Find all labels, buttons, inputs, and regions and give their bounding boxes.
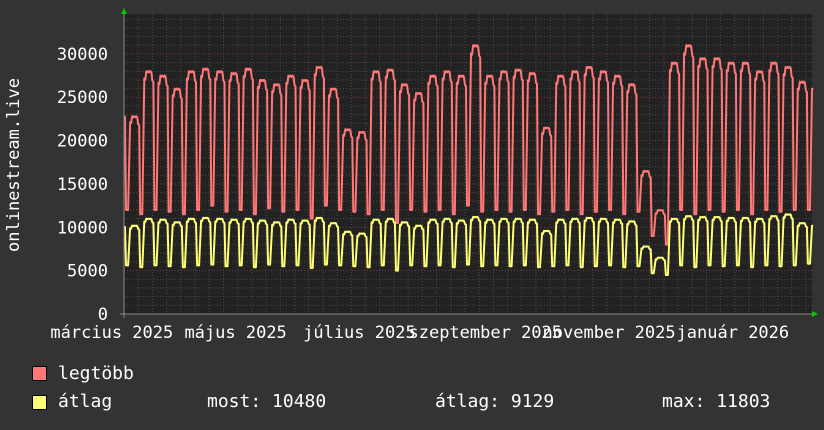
y-tick-label: 15000 — [57, 175, 108, 195]
y-axis-arrow-icon — [121, 8, 127, 14]
series-line-atlag — [123, 213, 814, 276]
x-tick-label: január 2026 — [677, 323, 790, 343]
x-axis-arrow-icon — [812, 311, 818, 317]
legend-swatch-legtobb — [32, 366, 47, 381]
stat-most-label: most: — [207, 391, 262, 412]
stat-max-label: max: — [662, 391, 706, 412]
stat-atlag: átlag: 9129 — [435, 391, 554, 412]
stat-atlag-label: átlag: — [435, 391, 501, 412]
x-tick-label: július 2025 — [303, 323, 416, 343]
y-axis-ticks: 0 5000 10000 15000 20000 25000 30000 — [57, 45, 108, 325]
stat-max-value: 11803 — [716, 391, 771, 412]
y-tick-label: 25000 — [57, 88, 108, 108]
legend-label-legtobb: legtöbb — [58, 363, 134, 384]
x-axis-ticks: március 2025 május 2025 július 2025szeptem… — [50, 323, 789, 343]
stat-max: max: 11803 — [662, 391, 770, 412]
x-tick-label: március 2025 — [50, 323, 173, 343]
stat-most-value: 10480 — [272, 391, 327, 412]
series-group — [123, 44, 814, 276]
x-tick-label: szeptember 2025 — [408, 323, 562, 343]
y-tick-label: 10000 — [57, 218, 108, 238]
legend-label-atlag: átlag — [58, 391, 113, 412]
y-tick-label: 30000 — [57, 45, 108, 65]
legend-swatch-atlag — [32, 395, 47, 410]
x-tick-label: május 2025 — [184, 323, 286, 343]
series-line-legtobb — [123, 44, 814, 246]
stat-atlag-value: 9129 — [510, 391, 555, 412]
y-tick-label: 20000 — [57, 132, 108, 152]
y-axis-label: onlinestream.live — [4, 78, 24, 252]
y-tick-label: 5000 — [67, 262, 108, 282]
y-tick-label: 0 — [98, 305, 108, 325]
x-tick-label: november 2025 — [543, 323, 676, 343]
stat-most: most: 10480 — [207, 391, 326, 412]
